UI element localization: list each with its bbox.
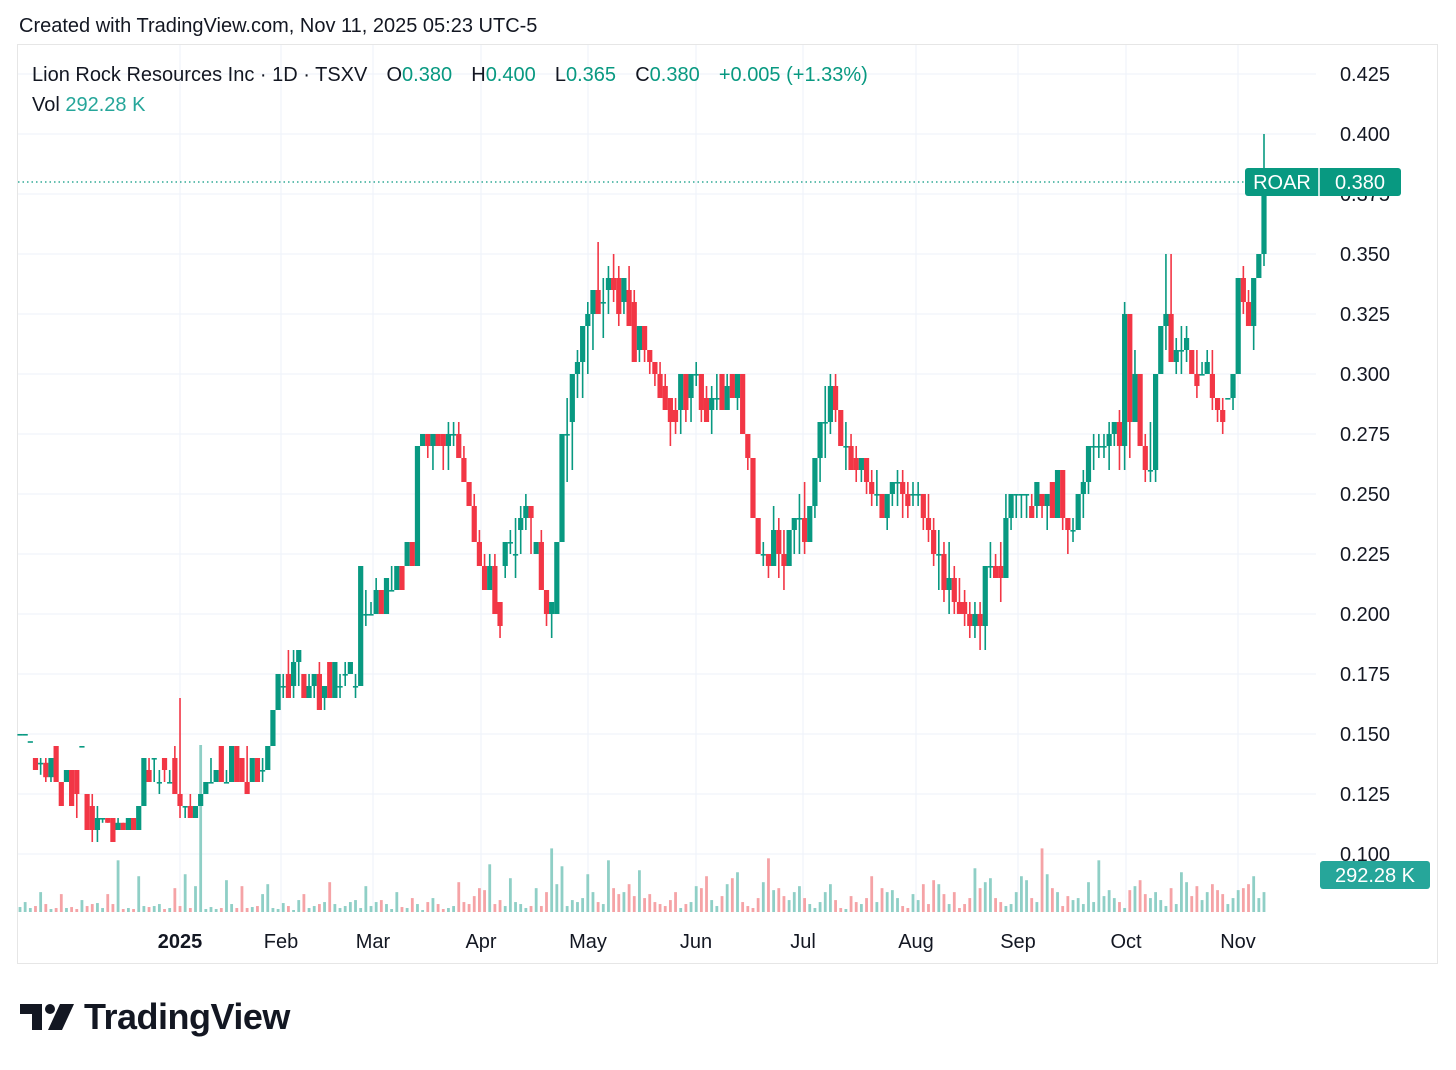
price-tick-label: 0.300 (1340, 364, 1390, 386)
exchange: TSXV (315, 64, 368, 86)
low-value: 0.365 (566, 64, 617, 86)
time-tick-label: Oct (1110, 931, 1142, 953)
tradingview-logo-icon (20, 1004, 74, 1030)
vol-value: 292.28 K (65, 94, 146, 116)
interval: 1D (272, 64, 298, 86)
price-tick-label: 0.425 (1340, 64, 1390, 86)
open-value: 0.380 (402, 64, 453, 86)
last-price-badge: ROAR 0.380 (1245, 168, 1401, 196)
time-tick-label: 2025 (158, 931, 203, 953)
price-tick-label: 0.125 (1340, 784, 1390, 806)
time-axis[interactable]: 2025 Feb Mar Apr May Jun Jul Aug Sep Oct Nov (158, 931, 1256, 953)
time-tick-label: Apr (465, 931, 496, 953)
vol-label: Vol (32, 94, 60, 116)
time-tick-label: Nov (1220, 931, 1256, 953)
time-tick-label: Jun (680, 931, 712, 953)
open-label: O (386, 64, 403, 86)
separator-dot: · (303, 64, 316, 86)
tradingview-logo[interactable]: TradingView (20, 996, 290, 1038)
time-tick-label: Feb (264, 931, 298, 953)
created-with-caption: Created with TradingView.com, Nov 11, 20… (19, 15, 538, 37)
price-tick-label: 0.350 (1340, 244, 1390, 266)
change-value: +0.005 (+1.33%) (718, 64, 868, 86)
time-tick-label: May (569, 931, 607, 953)
high-label: H (471, 64, 486, 86)
candlesticks (17, 134, 1267, 842)
volume-legend: Vol 292.28 K (32, 94, 145, 117)
separator-dot: · (259, 64, 273, 86)
price-tick-label: 0.225 (1340, 544, 1390, 566)
ohlc-legend: Lion Rock Resources Inc · 1D · TSXV O0.3… (32, 64, 868, 87)
close-label: C (635, 64, 650, 86)
price-tick-label: 0.325 (1340, 304, 1390, 326)
tradingview-logo-text: TradingView (84, 996, 290, 1037)
chart-frame (17, 44, 1438, 964)
volume-bars (18, 745, 1266, 912)
time-tick-label: Jul (790, 931, 816, 953)
volume-badge-label: 292.28 K (1335, 865, 1416, 887)
volume-badge: 292.28 K (1320, 861, 1430, 889)
price-tick-label: 0.150 (1340, 724, 1390, 746)
price-tick-label: 0.175 (1340, 664, 1390, 686)
high-value: 0.400 (485, 64, 536, 86)
symbol-name: Lion Rock Resources Inc (32, 64, 255, 86)
low-label: L (554, 64, 566, 86)
time-tick-label: Sep (1000, 931, 1036, 953)
price-tick-label: 0.250 (1340, 484, 1390, 506)
price-tick-label: 0.100 (1340, 844, 1390, 866)
price-tick-label: 0.400 (1340, 124, 1390, 146)
time-tick-label: Mar (356, 931, 391, 953)
grid-lines (18, 45, 1316, 912)
price-tick-label: 0.200 (1340, 604, 1390, 626)
time-tick-label: Aug (898, 931, 934, 953)
ticker-badge-label: ROAR (1253, 172, 1311, 194)
close-value: 0.380 (649, 64, 700, 86)
price-badge-label: 0.380 (1335, 172, 1385, 194)
price-tick-label: 0.275 (1340, 424, 1390, 446)
